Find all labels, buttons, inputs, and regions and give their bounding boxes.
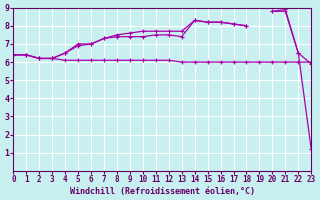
X-axis label: Windchill (Refroidissement éolien,°C): Windchill (Refroidissement éolien,°C): [70, 187, 255, 196]
